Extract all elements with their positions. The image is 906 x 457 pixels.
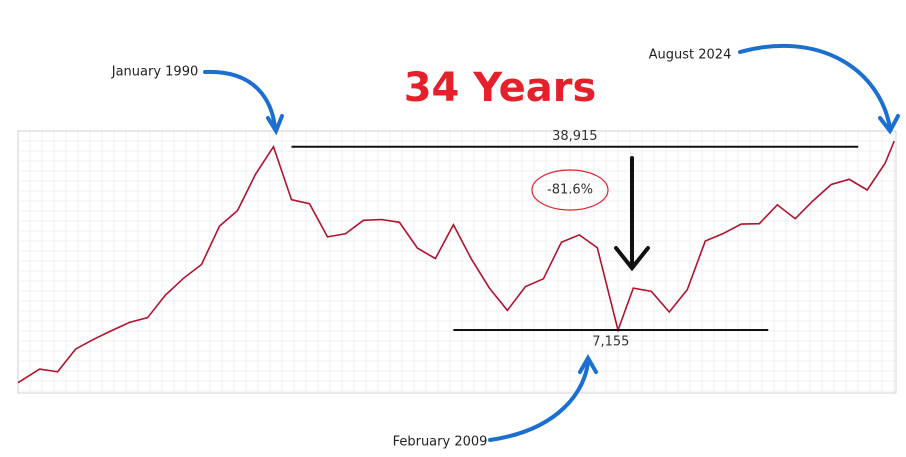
plot-frame: [17, 130, 897, 394]
reference-label: 7,155: [592, 335, 629, 350]
annotation: January 1990: [111, 65, 199, 80]
arrow: [203, 69, 277, 130]
annotation: August 2024: [649, 48, 732, 63]
plot-background: [17, 130, 897, 394]
down-arrow: [614, 156, 650, 272]
reference-label: 38,915: [552, 129, 598, 144]
price-line: [17, 140, 895, 384]
arrows: [203, 43, 900, 442]
highlight-circle: [531, 169, 609, 211]
annotation: -81.6%: [547, 183, 593, 198]
arrow-head: [614, 246, 650, 272]
arrow-head: [878, 114, 900, 135]
arrow: [738, 43, 892, 130]
arrow-head: [578, 353, 598, 374]
arrow: [488, 360, 590, 442]
arrow-head: [266, 114, 284, 136]
annotation: February 2009: [393, 435, 488, 450]
chart-title: 34 Years: [404, 65, 597, 111]
